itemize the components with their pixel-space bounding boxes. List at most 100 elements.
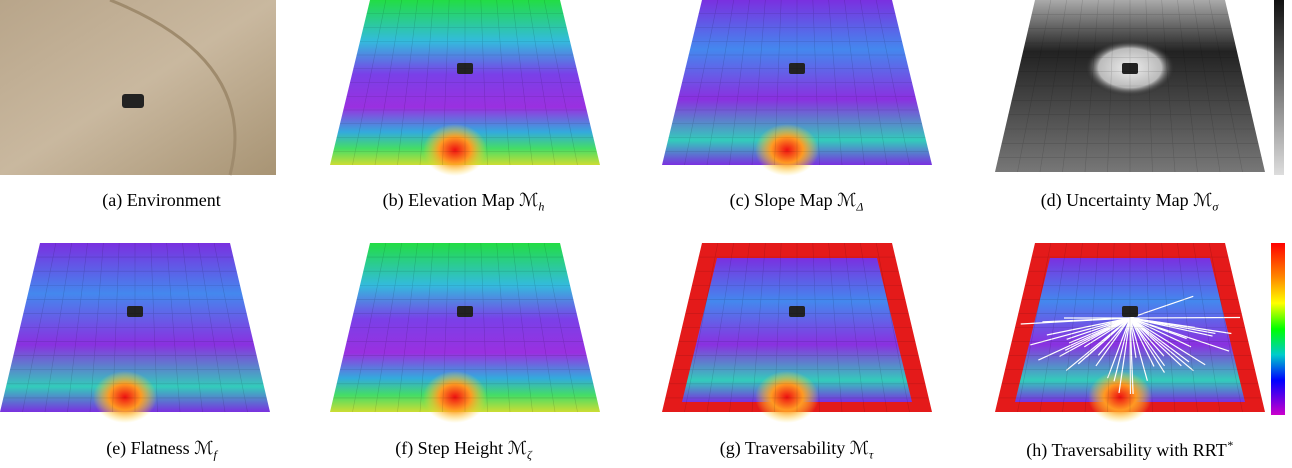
mesh-grid	[333, 0, 597, 166]
mesh-line	[442, 242, 450, 413]
robot	[127, 306, 143, 317]
caption-sub: τ	[868, 447, 874, 462]
mesh-line	[1208, 242, 1243, 413]
mesh-line	[397, 0, 418, 166]
mesh-line	[1177, 242, 1198, 413]
rrt-edge	[1129, 317, 1187, 340]
caption-math: ℳ	[507, 438, 527, 459]
rrt-edge	[1046, 317, 1131, 336]
mesh-line	[1193, 242, 1221, 413]
mesh-line	[442, 0, 450, 166]
mesh-line	[419, 242, 434, 413]
mesh-line	[812, 242, 820, 413]
mesh-line	[112, 242, 120, 413]
mesh-line	[182, 242, 203, 413]
mesh-line	[1017, 242, 1052, 413]
rrt-edge	[1038, 317, 1131, 361]
rrt-edge	[1129, 317, 1182, 367]
robot	[789, 63, 805, 74]
rrt-edge	[1129, 317, 1148, 381]
caption-math: ℳ	[194, 438, 214, 459]
mesh-line	[751, 242, 766, 413]
mesh-line	[1161, 0, 1176, 173]
rrt-edge	[1129, 317, 1206, 366]
mesh-line	[1062, 0, 1083, 173]
caption-sup: *	[1226, 438, 1233, 452]
rrt-edge	[1129, 316, 1240, 319]
mesh-line	[1062, 242, 1083, 413]
mesh-line	[1084, 0, 1099, 173]
mesh-line	[512, 242, 533, 413]
mesh-grid	[665, 242, 929, 413]
mesh-line	[1193, 0, 1221, 173]
mesh-line	[875, 242, 910, 413]
rrt-edge	[1030, 317, 1131, 346]
hot-spot	[755, 371, 819, 423]
caption: (c) Slope Map ℳΔ	[635, 190, 958, 215]
caption-text: (f) Step Height	[395, 438, 504, 458]
caption-sub: σ	[1212, 199, 1219, 214]
mesh-line	[213, 242, 248, 413]
mesh-line	[860, 0, 888, 166]
mesh-line	[1145, 0, 1153, 173]
caption: (g) Traversability ℳτ	[635, 438, 958, 463]
mesh-line	[729, 242, 750, 413]
mesh-line	[684, 0, 719, 166]
colorbar	[1271, 243, 1285, 415]
rrt-edge	[1129, 317, 1194, 372]
robot	[1122, 63, 1138, 74]
mesh-line	[543, 0, 578, 166]
environment-photo	[0, 0, 276, 175]
caption-text: (e) Flatness	[106, 438, 190, 458]
rrt-edge	[1118, 317, 1131, 394]
mesh-line	[480, 242, 488, 413]
colorbar	[1274, 0, 1284, 175]
height-map	[662, 0, 932, 165]
mesh-line	[828, 0, 843, 166]
mesh-line	[844, 0, 865, 166]
caption: (f) Step Height ℳζ	[302, 438, 625, 463]
caption-sub: Δ	[856, 199, 864, 214]
mesh-line	[1017, 0, 1052, 173]
rrt-edge	[1129, 317, 1166, 367]
rrt-edge	[1129, 317, 1165, 373]
rrt-edge	[1129, 317, 1137, 358]
hot-spot	[423, 124, 487, 176]
mesh-grid	[998, 0, 1262, 173]
mesh-line	[774, 0, 782, 166]
hot-spot	[93, 371, 157, 423]
mesh-line	[875, 0, 910, 166]
caption-text: (d) Uncertainty Map	[1040, 190, 1189, 210]
mesh-line	[1039, 242, 1067, 413]
mesh-line	[166, 242, 181, 413]
rrt-edge	[1083, 317, 1131, 348]
mesh-grid	[3, 242, 267, 413]
rrt-edge	[1066, 317, 1131, 340]
mesh-line	[496, 0, 511, 166]
mesh-line	[751, 0, 766, 166]
robot	[1122, 306, 1138, 317]
caption: (e) Flatness ℳf	[0, 438, 323, 463]
mesh-line	[543, 242, 578, 413]
mesh-line	[860, 242, 888, 413]
mesh-line	[89, 242, 104, 413]
caption-math: ℳ	[849, 438, 869, 459]
mesh-line	[844, 242, 865, 413]
height-map	[0, 243, 270, 412]
caption-text: (b) Elevation Map	[382, 190, 515, 210]
mesh-line	[67, 242, 88, 413]
terrain-ridge	[109, 0, 237, 176]
hot-spot	[1088, 371, 1152, 423]
rrt-edge	[1129, 317, 1165, 357]
rrt-edge	[1095, 317, 1131, 367]
caption-text: (a) Environment	[102, 190, 221, 210]
robot	[457, 306, 473, 317]
mesh-line	[352, 242, 387, 413]
mesh-line	[44, 242, 72, 413]
mesh-grid	[998, 242, 1262, 413]
rrt-edge	[1129, 317, 1213, 337]
mesh-line	[1145, 242, 1153, 413]
mesh-line	[1084, 242, 1099, 413]
